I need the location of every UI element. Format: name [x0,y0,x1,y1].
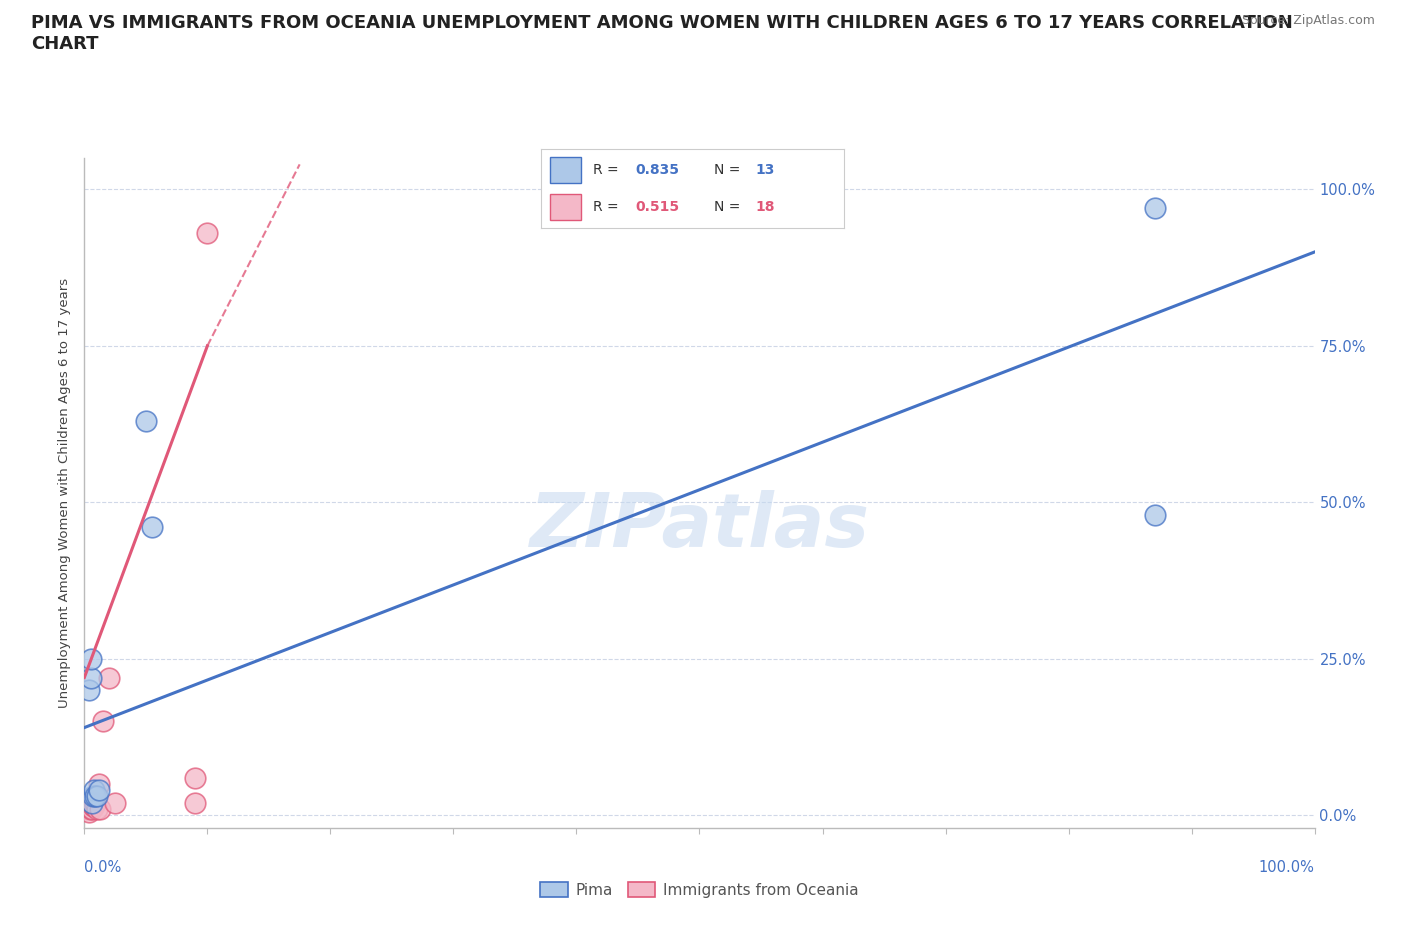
Point [184,770,207,785]
Text: 0.515: 0.515 [636,200,679,214]
Point [82,798,104,813]
Point [91,714,114,729]
Point [79,651,101,666]
Point [77,802,100,817]
Point [1143,508,1166,523]
Text: R =: R = [593,200,623,214]
Point [79,804,101,819]
Point [197,226,219,241]
Legend: Pima, Immigrants from Oceania: Pima, Immigrants from Oceania [534,876,865,904]
Point [86,802,108,817]
Bar [550,193,581,220]
Point [98,671,121,685]
Text: ZIPatlas: ZIPatlas [530,490,869,563]
Point [80,795,103,810]
Point [89,802,111,817]
Point [79,671,101,685]
Point [184,795,207,810]
Point [77,795,100,810]
Point [89,783,111,798]
Point [1143,201,1166,216]
Point [80,795,103,810]
Point [135,414,157,429]
Point [80,802,103,817]
Point [83,798,105,813]
Text: 100.0%: 100.0% [1258,860,1315,875]
Point [84,789,107,804]
Text: 0.835: 0.835 [636,163,679,177]
Point [79,683,101,698]
Text: 13: 13 [756,163,775,177]
Text: PIMA VS IMMIGRANTS FROM OCEANIA UNEMPLOYMENT AMONG WOMEN WITH CHILDREN AGES 6 TO: PIMA VS IMMIGRANTS FROM OCEANIA UNEMPLOY… [31,14,1292,53]
Bar [550,157,581,183]
Text: R =: R = [593,163,623,177]
Point [104,795,127,810]
Point [84,795,107,810]
Point [79,802,101,817]
Point [83,783,105,798]
Text: N =: N = [714,200,744,214]
Point [82,789,104,804]
Text: 0.0%: 0.0% [84,860,121,875]
Point [86,789,108,804]
Text: N =: N = [714,163,744,177]
Point [141,520,163,535]
Text: 18: 18 [756,200,776,214]
Y-axis label: Unemployment Among Women with Children Ages 6 to 17 years: Unemployment Among Women with Children A… [58,278,72,708]
Text: Source: ZipAtlas.com: Source: ZipAtlas.com [1241,14,1375,27]
Point [89,777,111,791]
